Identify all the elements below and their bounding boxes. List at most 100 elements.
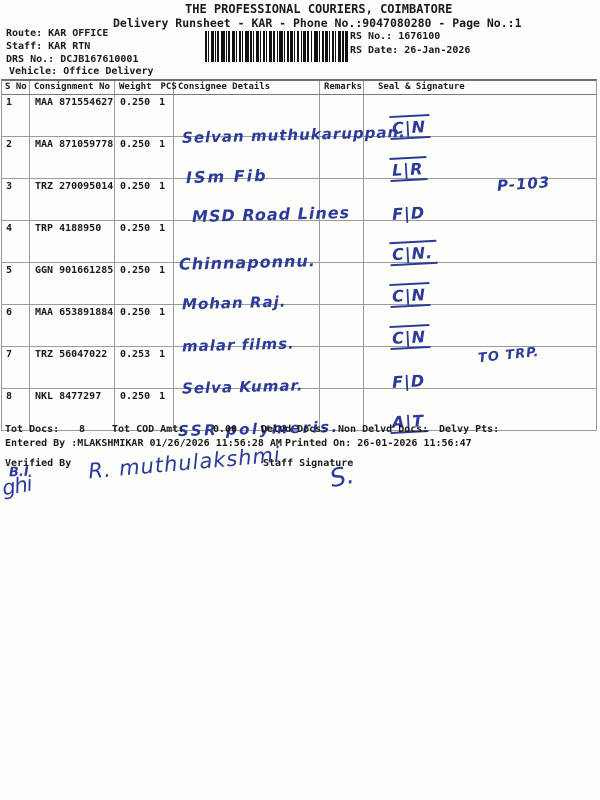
consignee-cell: malar films. <box>174 305 320 355</box>
table-row: 5 GGN 901661285 0.250 1 Mohan Raj. C|N <box>2 263 596 313</box>
remarks-cell <box>320 137 364 178</box>
seal-signature-cell: C|N <box>364 263 596 309</box>
vehicle-label: Vehicle: <box>9 66 58 77</box>
weight: 0.250 <box>120 391 151 402</box>
table-row: 1 MAA 871554627 0.250 1 Selvan muthukarup… <box>2 95 596 147</box>
pcs: 1 <box>159 139 166 150</box>
consignee-cell: Selva Kumar. <box>174 347 320 398</box>
weight: 0.250 <box>120 223 151 234</box>
staff-value: KAR RTN <box>48 41 91 52</box>
pcs: 1 <box>159 349 166 360</box>
verify-labels-line: Verified By Staff Signature <box>0 458 600 470</box>
rs-no-label: RS No.: <box>350 31 393 42</box>
weight: 0.250 <box>120 181 151 192</box>
printed-on-text: Printed On: 26-01-2026 11:56:47 <box>285 438 472 449</box>
tot-docs-label: Tot Docs: <box>5 424 60 435</box>
header-remarks: Remarks <box>320 81 364 94</box>
rs-date-line: RS Date: 26-Jan-2026 <box>350 45 470 56</box>
route-label: Route: <box>6 28 43 39</box>
route-value: KAR OFFICE <box>48 28 109 39</box>
pcs: 1 <box>159 223 166 234</box>
consignee-cell: ISm Fib <box>174 137 320 187</box>
drs-value: DCJB167610001 <box>60 54 139 65</box>
page-subtitle: Delivery Runsheet - KAR - Phone No.:9047… <box>113 16 522 30</box>
consignment-no: TRZ 56047022 <box>35 349 108 360</box>
consignment-no: TRZ 270095014 <box>35 181 114 192</box>
header-s-no: S No <box>2 81 30 94</box>
totals-line: Tot Docs: 8 Tot COD Amt: 0.00 Delvd Docs… <box>0 424 600 436</box>
table-row: 2 MAA 871059778 0.250 1 ISm Fib L|R <box>2 137 596 187</box>
header-seal-signature: Seal & Signature <box>378 82 465 92</box>
table-row: 8 NKL 8477297 0.250 1 SSR polymeris. A|T <box>2 389 596 440</box>
route-line: Route: KAR OFFICE <box>6 28 108 39</box>
seal-signature-cell: F|D P-103 <box>364 173 596 224</box>
weight: 0.250 <box>120 265 151 276</box>
consignment-no: GGN 901661285 <box>35 265 114 276</box>
drs-no-line: DRS No.: DCJB167610001 <box>6 54 138 65</box>
page-title: THE PROFESSIONAL COURIERS, COIMBATORE <box>185 2 453 16</box>
table-row: 4 TRP 4188950 0.250 1 Chinnaponnu. C|N. <box>2 221 596 274</box>
consignment-no: MAA 871554627 <box>35 97 114 108</box>
entered-by-text: Entered By :MLAKSHMIKAR 01/26/2026 11:56… <box>5 438 282 449</box>
consignee-cell: Selvan muthukaruppan. <box>174 95 406 147</box>
pcs: 1 <box>159 97 166 108</box>
table-row: 7 TRZ 56047022 0.253 1 Selva Kumar. F|D TO… <box>2 344 596 398</box>
staff-label: Staff: <box>6 41 43 52</box>
delvy-pts-label: Delvy Pts: <box>439 424 500 435</box>
remarks-cell <box>320 389 364 430</box>
consignment-no: TRP 4188950 <box>35 223 102 234</box>
consignment-no: MAA 871059778 <box>35 139 114 150</box>
pcs: 1 <box>159 265 166 276</box>
runsheet-table: S No Consignment No Weight PCS Consignee … <box>1 79 597 440</box>
entered-printed-line: Entered By :MLAKSHMIKAR 01/26/2026 11:56… <box>0 438 600 450</box>
consignee-cell: Mohan Raj. <box>174 263 320 313</box>
rs-date-value: 26-Jan-2026 <box>404 45 471 56</box>
header-pcs: PCS <box>160 82 177 92</box>
seal-signature-cell: C|N <box>364 305 596 351</box>
remarks-cell <box>320 179 364 220</box>
remarks-cell <box>320 347 364 388</box>
remarks-cell <box>320 263 364 304</box>
verified-by-label: Verified By <box>5 458 72 469</box>
header-consignment-no: Consignment No <box>30 81 115 94</box>
table-row: 3 TRZ 270095014 0.250 1 MSD Road Lines F|… <box>2 173 596 226</box>
s-no: 8 <box>6 391 13 402</box>
header-weight: Weight <box>119 82 152 92</box>
consignee-cell: SSR polymeris. <box>174 389 340 440</box>
non-delvd-docs-label: Non Delvd Docs: <box>338 424 429 435</box>
pcs: 1 <box>159 307 166 318</box>
table-header-row: S No Consignment No Weight PCS Consignee … <box>2 81 596 95</box>
s-no: 3 <box>6 181 13 192</box>
seal-signature-cell: L|R <box>364 137 596 182</box>
seal-note-handwriting: TO TRP. <box>477 344 541 367</box>
vehicle-value: Office Delivery <box>63 66 154 77</box>
staff-line: Staff: KAR RTN <box>6 41 90 52</box>
remarks-cell <box>320 305 364 346</box>
remarks-cell <box>320 95 364 136</box>
s-no: 6 <box>6 307 13 318</box>
staff-signature-label: Staff Signature <box>263 458 354 469</box>
weight: 0.250 <box>120 307 151 318</box>
table-row: 6 MAA 653891884 0.250 1 malar films. C|N <box>2 305 596 355</box>
rs-no-value: 1676100 <box>398 31 441 42</box>
s-no: 2 <box>6 139 13 150</box>
seal-signature-cell: C|N. <box>364 221 596 267</box>
verified-scribble-handwriting: ghi <box>0 471 34 501</box>
s-no: 4 <box>6 223 13 234</box>
rs-no-line: RS No.: 1676100 <box>350 31 440 42</box>
weight: 0.253 <box>120 349 151 360</box>
rs-barcode <box>205 31 348 62</box>
seal-signature-cell: F|D TO TRP. <box>364 344 596 392</box>
pcs: 1 <box>159 391 166 402</box>
remarks-cell <box>320 221 364 262</box>
pcs: 1 <box>159 181 166 192</box>
consignee-cell: MSD Road Lines <box>174 179 350 226</box>
delvd-docs-label: Delvd Docs: <box>261 424 328 435</box>
s-no: 5 <box>6 265 13 276</box>
s-no: 1 <box>6 97 13 108</box>
seal-note-handwriting: P-103 <box>496 173 551 195</box>
rs-date-label: RS Date: <box>350 45 399 56</box>
s-no: 7 <box>6 349 13 360</box>
consignment-no: NKL 8477297 <box>35 391 102 402</box>
